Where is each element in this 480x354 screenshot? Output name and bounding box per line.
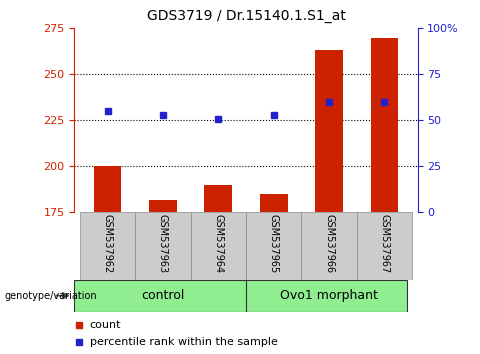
Text: GSM537967: GSM537967 bbox=[379, 215, 389, 274]
FancyBboxPatch shape bbox=[246, 212, 301, 280]
Text: GSM537964: GSM537964 bbox=[213, 215, 223, 274]
Text: GSM537966: GSM537966 bbox=[324, 215, 334, 274]
FancyBboxPatch shape bbox=[191, 212, 246, 280]
Text: GSM537963: GSM537963 bbox=[158, 215, 168, 274]
Title: GDS3719 / Dr.15140.1.S1_at: GDS3719 / Dr.15140.1.S1_at bbox=[146, 9, 346, 23]
FancyBboxPatch shape bbox=[74, 280, 407, 312]
Bar bbox=[260, 194, 288, 212]
FancyBboxPatch shape bbox=[135, 212, 191, 280]
Bar bbox=[371, 38, 398, 212]
FancyBboxPatch shape bbox=[80, 212, 135, 280]
Text: GSM537965: GSM537965 bbox=[269, 215, 279, 274]
Text: GSM537962: GSM537962 bbox=[103, 215, 113, 274]
Bar bbox=[149, 200, 177, 212]
FancyBboxPatch shape bbox=[357, 212, 412, 280]
Text: Ovo1 morphant: Ovo1 morphant bbox=[280, 289, 378, 302]
FancyBboxPatch shape bbox=[301, 212, 357, 280]
Text: percentile rank within the sample: percentile rank within the sample bbox=[89, 337, 277, 347]
Bar bbox=[204, 185, 232, 212]
Text: control: control bbox=[141, 289, 185, 302]
Text: genotype/variation: genotype/variation bbox=[5, 291, 97, 301]
Text: count: count bbox=[89, 320, 121, 330]
Bar bbox=[94, 166, 121, 212]
Bar bbox=[315, 50, 343, 212]
